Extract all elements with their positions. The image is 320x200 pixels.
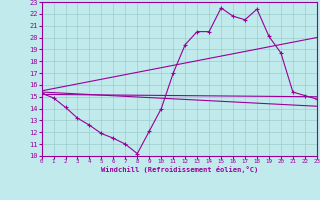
X-axis label: Windchill (Refroidissement éolien,°C): Windchill (Refroidissement éolien,°C) [100, 166, 258, 173]
